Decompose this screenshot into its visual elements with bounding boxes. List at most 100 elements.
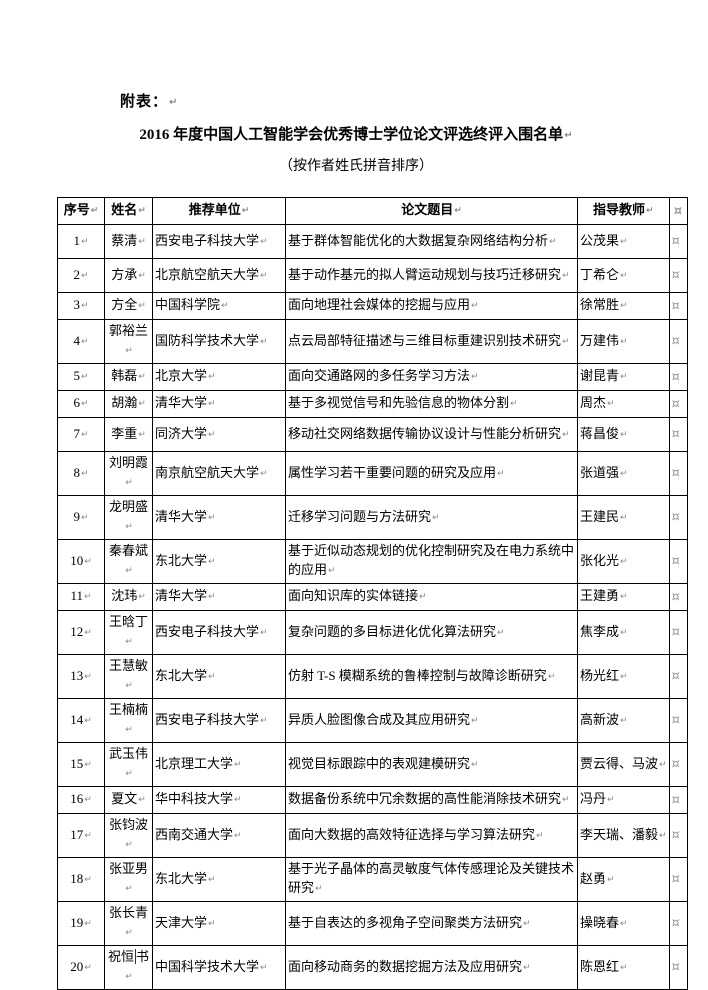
paragraph-mark-icon: ↵ xyxy=(620,556,628,567)
cell-name: 夏文↵ xyxy=(104,786,153,814)
paragraph-mark-icon: ↵ xyxy=(260,468,268,479)
cell-unit: 东北大学↵ xyxy=(152,654,286,699)
cell-no-text: 10 xyxy=(70,552,84,568)
paragraph-mark-icon: ↵ xyxy=(562,795,570,805)
cell-name-text: 郭裕兰 xyxy=(108,323,148,338)
appendix-label: 附表：↵ xyxy=(120,90,178,111)
cell-title: 属性学习若干重要问题的研究及应用↵ xyxy=(285,451,578,496)
table-row: 20↵ 祝恒 书↵ 中国科学技术大学↵ 面向移动商务的数据挖掘方法及应用研究↵ 陈恩红↵ ¤ xyxy=(57,945,688,990)
paragraph-mark-icon: ↵ xyxy=(562,336,570,347)
cell-no-text: 14 xyxy=(70,711,84,727)
cell-no: 2↵ xyxy=(57,258,105,293)
table-row: 5↵ 韩磊↵ 北京大学↵ 面向交通路网的多任务学习方法↵ 谢昆青↵ ¤ xyxy=(57,363,688,391)
column-header-label: 姓名 xyxy=(111,202,138,217)
cell-advisor: 周杰↵ xyxy=(577,390,670,418)
cell-name: 龙明盛 ↵ xyxy=(104,495,153,540)
paragraph-mark-icon: ↵ xyxy=(620,236,628,247)
cell-advisor-text: 公茂果 xyxy=(580,232,620,248)
row-end-mark-icon: ¤ xyxy=(668,417,688,452)
paragraph-mark-icon: ↵ xyxy=(620,468,628,479)
paragraph-mark-icon: ↵ xyxy=(208,874,216,885)
cell-unit-text: 东北大学 xyxy=(155,870,208,886)
cell-unit: 西安电子科技大学↵ xyxy=(152,610,286,655)
paragraph-mark-icon: ↵ xyxy=(125,972,133,982)
cell-advisor-text: 周杰 xyxy=(580,395,607,410)
cell-title-text: 迁移学习问题与方法研究 xyxy=(288,508,432,524)
column-header-unit: 推荐单位↵ xyxy=(152,197,286,225)
paragraph-mark-icon: ↵ xyxy=(432,512,440,523)
paragraph-mark-icon: ↵ xyxy=(138,270,146,281)
cell-advisor-text: 操晓春 xyxy=(580,914,620,930)
cell-title-text: 基于自表达的多视角子空间聚类方法研究 xyxy=(288,914,523,930)
cell-no: 11↵ xyxy=(57,583,105,611)
cell-title-text: 数据备份系统中冗余数据的高性能消除技术研究 xyxy=(288,791,562,806)
paragraph-mark-icon: ↵ xyxy=(497,468,505,479)
cell-advisor-text: 王建勇 xyxy=(580,588,620,603)
paragraph-mark-icon: ↵ xyxy=(659,830,667,841)
cell-unit-text: 西安电子科技大学 xyxy=(155,232,260,248)
column-header-title: 论文题目↵ xyxy=(285,197,578,225)
cell-unit-text: 华中科技大学 xyxy=(155,791,234,806)
cell-no: 18↵ xyxy=(57,857,105,902)
shortlist-table: 序号↵ 姓名↵ 推荐单位↵ 论文题目↵ 指导教师↵ ¤ 1↵ 蔡清↵ 西安电子科技大学↵ 基于群… xyxy=(57,197,688,990)
paragraph-mark-icon: ↵ xyxy=(208,556,216,567)
paragraph-mark-icon: ↵ xyxy=(83,592,92,602)
row-end-mark-icon: ¤ xyxy=(668,495,688,540)
table-row: 11↵ 沈玮↵ 清华大学↵ 面向知识库的实体链接↵ 王建勇↵ ¤ xyxy=(57,583,688,611)
cell-advisor: 王建勇↵ xyxy=(577,583,670,611)
paragraph-mark-icon: ↵ xyxy=(138,795,146,805)
cell-title-text: 点云局部特征描述与三维目标重建识别技术研究 xyxy=(288,332,562,348)
page-title: 2016 年度中国人工智能学会优秀博士学位论文评选终评入围名单↵ xyxy=(57,123,655,144)
cell-advisor-text: 张道强 xyxy=(580,464,620,480)
paragraph-mark-icon: ↵ xyxy=(80,399,89,409)
cell-unit-text: 西南交通大学 xyxy=(155,826,234,842)
column-header-label: 推荐单位 xyxy=(188,202,241,217)
paragraph-mark-icon: ↵ xyxy=(471,372,479,382)
paragraph-mark-icon: ↵ xyxy=(328,566,336,576)
paragraph-mark-icon: ↵ xyxy=(562,270,570,281)
cell-advisor: 谢昆青↵ xyxy=(577,363,670,391)
appendix-label-text: 附表： xyxy=(120,94,169,110)
paragraph-mark-icon: ↵ xyxy=(84,627,92,638)
paragraph-mark-icon: ↵ xyxy=(607,399,615,409)
paragraph-mark-icon: ↵ xyxy=(138,592,146,602)
cell-name: 蔡清↵ xyxy=(104,224,153,259)
paragraph-mark-icon: ↵ xyxy=(84,795,92,805)
paragraph-mark-icon: ↵ xyxy=(138,429,146,440)
cell-title-text: 面向知识库的实体链接 xyxy=(288,588,419,603)
cell-advisor: 杨光红↵ xyxy=(577,654,670,699)
row-end-mark-icon: ¤ xyxy=(668,583,688,611)
cell-unit-text: 清华大学 xyxy=(155,588,208,603)
paragraph-mark-icon: ↵ xyxy=(510,399,518,409)
cell-advisor-text: 高新波 xyxy=(580,711,620,727)
cell-advisor-text: 贾云得、马波 xyxy=(580,755,659,771)
cell-no-text: 16 xyxy=(70,791,84,806)
cell-name: 张长青 ↵ xyxy=(104,901,153,946)
paragraph-mark-icon: ↵ xyxy=(125,637,133,647)
cell-name-text: 方承 xyxy=(111,266,138,282)
cell-unit-text: 北京大学 xyxy=(155,368,208,383)
paragraph-mark-icon: ↵ xyxy=(125,522,133,532)
cell-name: 胡瀚↵ xyxy=(104,390,153,418)
paragraph-mark-icon: ↵ xyxy=(208,429,216,440)
row-end-mark-icon: ¤ xyxy=(668,258,688,293)
paragraph-mark-icon: ↵ xyxy=(620,512,628,523)
cell-advisor-text: 丁希仑 xyxy=(580,266,620,282)
cell-name-text: 李重 xyxy=(111,425,138,441)
cell-title: 迁移学习问题与方法研究↵ xyxy=(285,495,578,540)
paragraph-mark-icon: ↵ xyxy=(620,627,628,638)
paragraph-mark-icon: ↵ xyxy=(497,627,505,638)
cell-no: 7↵ xyxy=(57,417,105,452)
table-row: 9↵ 龙明盛↵ 清华大学↵ 迁移学习问题与方法研究↵ 王建民↵ ¤ xyxy=(57,495,688,540)
cell-no: 19↵ xyxy=(57,901,105,946)
paragraph-mark-icon: ↵ xyxy=(80,336,89,347)
cell-advisor: 陈恩红↵ xyxy=(577,945,670,990)
cell-unit: 同济大学↵ xyxy=(152,417,286,452)
column-header-label: 指导教师 xyxy=(593,202,646,217)
cell-advisor: 万建伟↵ xyxy=(577,319,670,364)
paragraph-mark-icon: ↵ xyxy=(547,671,556,682)
cell-no: 10↵ xyxy=(57,539,105,584)
table-row: 8↵ 刘明霞↵ 南京航空航天大学↵ 属性学习若干重要问题的研究及应用↵ 张道强↵ ¤ xyxy=(57,451,688,496)
cell-title: 基于自表达的多视角子空间聚类方法研究↵ xyxy=(285,901,578,946)
